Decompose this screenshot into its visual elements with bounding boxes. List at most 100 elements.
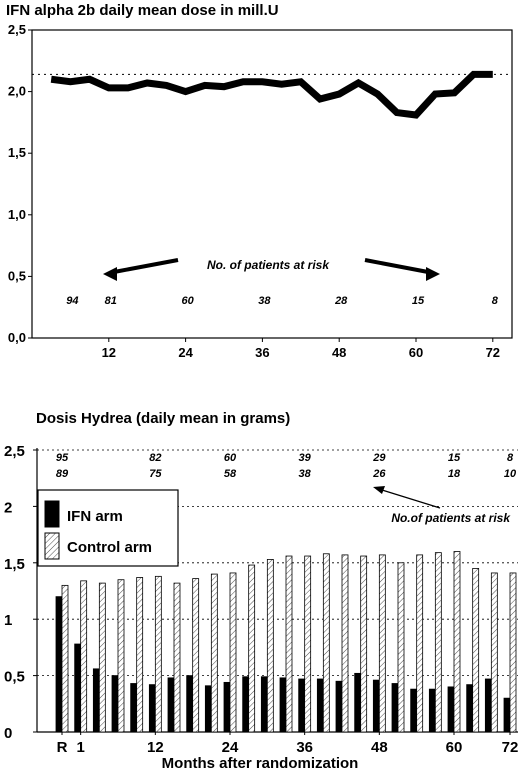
at-risk-arrowhead-right <box>426 267 440 281</box>
bar-ifn <box>204 685 212 733</box>
bar-ifn <box>242 676 250 733</box>
bar-control <box>453 551 461 733</box>
bar-control <box>360 555 368 733</box>
y-tick-label: 0,5 <box>4 669 25 686</box>
ifn-dose-line-chart: 0,0 0,5 1,0 1,5 2,0 2,5 12 24 36 48 60 72 No. of pat… <box>8 22 513 360</box>
bar-control <box>229 572 237 733</box>
bar-control <box>416 554 424 733</box>
at-risk-ifn: 8 <box>507 452 514 464</box>
at-risk-count: 81 <box>105 295 117 307</box>
at-risk-count: 60 <box>181 295 194 307</box>
at-risk-control: 89 <box>56 468 69 480</box>
legend-box <box>37 489 179 567</box>
bar-ifn <box>111 675 119 733</box>
at-risk-arrow <box>381 489 441 509</box>
bar-control <box>192 578 200 733</box>
bar-control <box>397 562 405 733</box>
x-tick-label: 24 <box>178 345 193 360</box>
x-tick-label: 48 <box>332 345 346 360</box>
x-tick-label: R <box>57 739 68 756</box>
x-tick-label: 24 <box>222 739 239 756</box>
legend-label-ifn: IFN arm <box>67 508 123 525</box>
x-tick-label: 72 <box>486 345 500 360</box>
x-tick-label: 36 <box>255 345 269 360</box>
legend-swatch-control <box>44 532 60 560</box>
y-tick-label: 2 <box>4 499 12 516</box>
bar-ifn <box>130 683 138 733</box>
bar-ifn <box>316 678 324 733</box>
at-risk-ifn: 29 <box>372 452 386 464</box>
at-risk-annotation: No. of patients at risk <box>207 258 330 272</box>
bar-control <box>341 554 349 733</box>
chart1-title: IFN alpha 2b daily mean dose in mill.U <box>6 2 279 19</box>
ifn-dose-line <box>50 70 493 119</box>
at-risk-ifn: 15 <box>448 452 461 464</box>
bar-control <box>509 572 517 733</box>
y-tick-label: 1 <box>4 612 12 629</box>
bar-ifn <box>484 678 492 733</box>
bar-control <box>248 564 256 733</box>
y-tick-label: 0,5 <box>8 268 26 283</box>
bar-ifn <box>223 681 231 733</box>
y-tick-label: 0 <box>4 725 12 742</box>
x-tick-label: 12 <box>102 345 116 360</box>
at-risk-annotation: No.of patients at risk <box>391 511 511 525</box>
at-risk-control: 18 <box>448 468 461 480</box>
bar-control <box>173 582 181 733</box>
bar-control <box>285 555 293 733</box>
at-risk-control: 38 <box>299 468 312 480</box>
at-risk-ifn: 82 <box>149 452 161 464</box>
bar-ifn <box>466 684 474 733</box>
bar-control <box>61 584 69 733</box>
bar-ifn <box>92 668 100 733</box>
bar-ifn <box>335 680 343 733</box>
at-risk-control: 75 <box>149 468 162 480</box>
y-tick-label: 1,0 <box>8 207 26 222</box>
bar-control <box>98 582 106 733</box>
bar-ifn <box>186 675 194 733</box>
bar-control <box>322 553 330 733</box>
bar-ifn <box>447 686 455 733</box>
bar-control <box>136 577 144 733</box>
x-tick-label: 36 <box>296 739 313 756</box>
bar-ifn <box>279 677 287 733</box>
y-tick-label: 1,5 <box>8 145 26 160</box>
x-tick-label: 1 <box>76 739 84 756</box>
bar-ifn <box>55 596 63 733</box>
bar-control <box>154 575 162 733</box>
bar-ifn <box>503 697 511 733</box>
bar-ifn <box>74 643 82 733</box>
y-tick-label: 2,5 <box>8 22 26 37</box>
bar-control <box>472 568 480 733</box>
x-tick-label: 72 <box>502 739 519 756</box>
at-risk-control: 58 <box>224 468 237 480</box>
bar-ifn <box>372 679 380 733</box>
bar-ifn <box>260 676 268 733</box>
bar-control <box>80 580 88 733</box>
bar-ifn <box>428 688 436 733</box>
bar-control <box>378 554 386 733</box>
bar-control <box>304 555 312 733</box>
bar-control <box>434 552 442 733</box>
chart2-xlabel: Months after randomization <box>161 755 359 772</box>
bar-control <box>490 572 498 733</box>
y-tick-label: 2,0 <box>8 84 26 99</box>
bar-control <box>117 579 125 733</box>
at-risk-control: 26 <box>372 468 386 480</box>
legend-swatch-ifn <box>44 500 60 528</box>
y-tick-label: 2,5 <box>4 443 25 460</box>
x-tick-label: 60 <box>409 345 423 360</box>
bar-ifn <box>410 688 418 733</box>
bar-ifn <box>298 678 306 733</box>
bar-ifn <box>167 677 175 733</box>
at-risk-arrow-left <box>113 258 179 274</box>
at-risk-count: 38 <box>258 295 271 307</box>
bar-control <box>266 559 274 733</box>
y-tick-label: 1,5 <box>4 556 25 573</box>
bar-control <box>210 573 218 733</box>
legend-label-control: Control arm <box>67 539 152 556</box>
at-risk-ifn: 60 <box>224 452 237 464</box>
at-risk-ifn: 39 <box>299 452 312 464</box>
at-risk-count: 28 <box>334 295 348 307</box>
bar-ifn <box>148 684 156 733</box>
